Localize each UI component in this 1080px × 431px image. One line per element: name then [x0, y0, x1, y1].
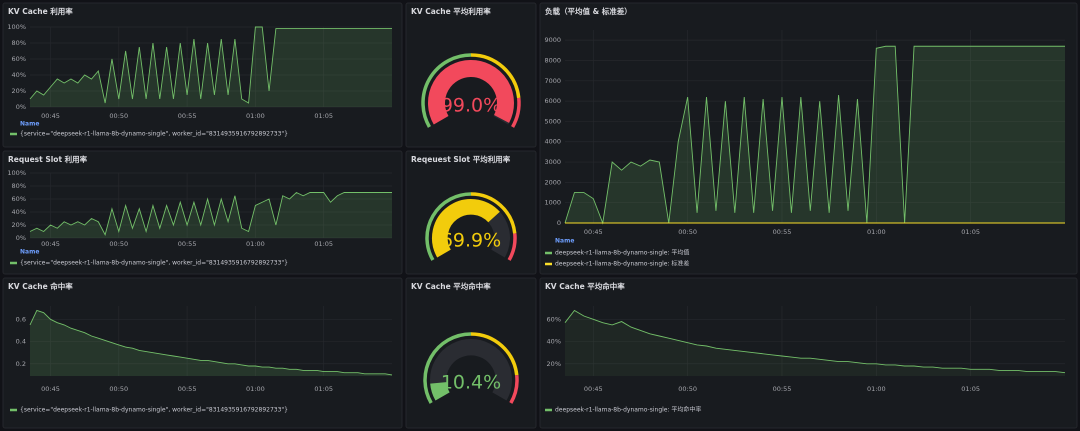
y-tick-label: 0.2 [16, 360, 26, 368]
y-tick-label: 0% [16, 234, 26, 242]
gauge-track [430, 339, 512, 401]
panel [2, 150, 403, 275]
panel-title: Reqeuest Slot 平均利用率 [411, 154, 511, 164]
threshold-band [470, 53, 521, 99]
y-tick-label: 100% [7, 23, 26, 31]
threshold-band [470, 332, 519, 376]
legend-entry: {service="deepseek-r1-llama-8b-dynamo-si… [20, 407, 288, 414]
legend-entry: {service="deepseek-r1-llama-8b-dynamo-si… [20, 260, 288, 267]
x-tick-label: 00:45 [41, 385, 60, 393]
x-tick-label: 01:00 [867, 385, 886, 393]
gauge-value [428, 60, 514, 125]
threshold-band [509, 375, 519, 404]
y-tick-label: 4000 [544, 138, 561, 146]
legend-header: Name [20, 249, 39, 256]
y-tick-label: 5000 [544, 117, 561, 125]
legend-entry: {service="deepseek-r1-llama-8b-dynamo-si… [20, 131, 288, 138]
line [564, 45, 1065, 225]
area [565, 310, 1065, 376]
panel-title: KV Cache 命中率 [8, 281, 73, 291]
area [30, 310, 392, 376]
y-tick-label: 3000 [544, 158, 561, 166]
y-tick-label: 7000 [544, 77, 561, 85]
x-tick-label: 01:05 [314, 112, 333, 120]
x-tick-label: 01:05 [314, 385, 333, 393]
legend-entry: deepseek-r1-llama-8b-dynamo-single: 平均值 [555, 249, 689, 257]
x-tick-label: 01:05 [961, 385, 980, 393]
line [29, 309, 393, 376]
y-tick-label: 2000 [544, 178, 561, 186]
x-tick-label: 01:05 [961, 228, 980, 236]
gauge-label: 99.0% [441, 95, 501, 117]
x-tick-label: 00:50 [109, 385, 128, 393]
threshold-band [421, 53, 472, 128]
panel-title: KV Cache 平均命中率 [411, 281, 491, 291]
panel [539, 277, 1078, 429]
area [565, 46, 1065, 224]
line [564, 309, 1066, 374]
legend-header: Name [555, 238, 574, 245]
x-tick-label: 00:50 [109, 112, 128, 120]
line [29, 191, 392, 236]
y-tick-label: 60% [12, 55, 26, 63]
panel-title: KV Cache 平均命中率 [545, 281, 625, 291]
legend-entry: deepseek-r1-llama-8b-dynamo-single: 平均命中… [555, 406, 701, 414]
threshold-band [423, 332, 472, 404]
x-tick-label: 01:00 [246, 240, 265, 248]
y-tick-label: 60% [547, 315, 561, 323]
x-tick-label: 00:45 [584, 385, 603, 393]
y-tick-label: 8000 [544, 56, 561, 64]
y-tick-label: 9000 [544, 36, 561, 44]
x-tick-label: 01:00 [867, 228, 886, 236]
x-tick-label: 00:45 [41, 112, 60, 120]
y-tick-label: 60% [12, 195, 26, 203]
y-tick-label: 6000 [544, 97, 561, 105]
x-tick-label: 00:50 [109, 240, 128, 248]
line [29, 26, 392, 104]
y-tick-label: 1000 [544, 199, 561, 207]
y-tick-label: 40% [547, 338, 561, 346]
threshold-band [425, 192, 472, 261]
panel-title: KV Cache 平均利用率 [411, 6, 491, 16]
x-tick-label: 00:55 [178, 385, 197, 393]
panel [2, 277, 403, 429]
y-tick-label: 40% [12, 71, 26, 79]
x-tick-label: 00:45 [41, 240, 60, 248]
x-tick-label: 00:55 [773, 228, 792, 236]
gauge-label: 69.9% [441, 230, 501, 252]
panel-title: KV Cache 利用率 [8, 6, 73, 16]
y-tick-label: 100% [7, 169, 26, 177]
panel-title: 负载（平均值 & 标准差） [545, 6, 632, 16]
gauge-label: 10.4% [441, 372, 501, 394]
x-tick-label: 01:00 [246, 385, 265, 393]
x-tick-label: 01:05 [314, 240, 333, 248]
threshold-band [511, 97, 521, 128]
y-tick-label: 0.4 [16, 338, 26, 346]
gauge-value [430, 381, 450, 401]
y-tick-label: 0.6 [16, 315, 26, 323]
legend-entry: deepseek-r1-llama-8b-dynamo-single: 标准差 [555, 260, 689, 268]
x-tick-label: 00:50 [678, 385, 697, 393]
x-tick-label: 00:55 [178, 112, 197, 120]
y-tick-label: 80% [12, 39, 26, 47]
y-tick-label: 20% [12, 221, 26, 229]
threshold-band [507, 233, 517, 261]
y-tick-label: 20% [12, 87, 26, 95]
x-tick-label: 00:55 [773, 385, 792, 393]
x-tick-label: 00:45 [584, 228, 603, 236]
y-tick-label: 40% [12, 208, 26, 216]
x-tick-label: 00:50 [678, 228, 697, 236]
y-tick-label: 0% [16, 103, 26, 111]
gauge-value [432, 199, 500, 258]
y-tick-label: 0 [557, 219, 561, 227]
y-tick-label: 80% [12, 182, 26, 190]
x-tick-label: 01:00 [246, 112, 265, 120]
y-tick-label: 20% [547, 360, 561, 368]
legend-header: Name [20, 121, 39, 128]
x-tick-label: 00:55 [178, 240, 197, 248]
panel-title: Request Slot 利用率 [8, 154, 88, 164]
panel [539, 2, 1078, 275]
threshold-band [470, 192, 517, 234]
